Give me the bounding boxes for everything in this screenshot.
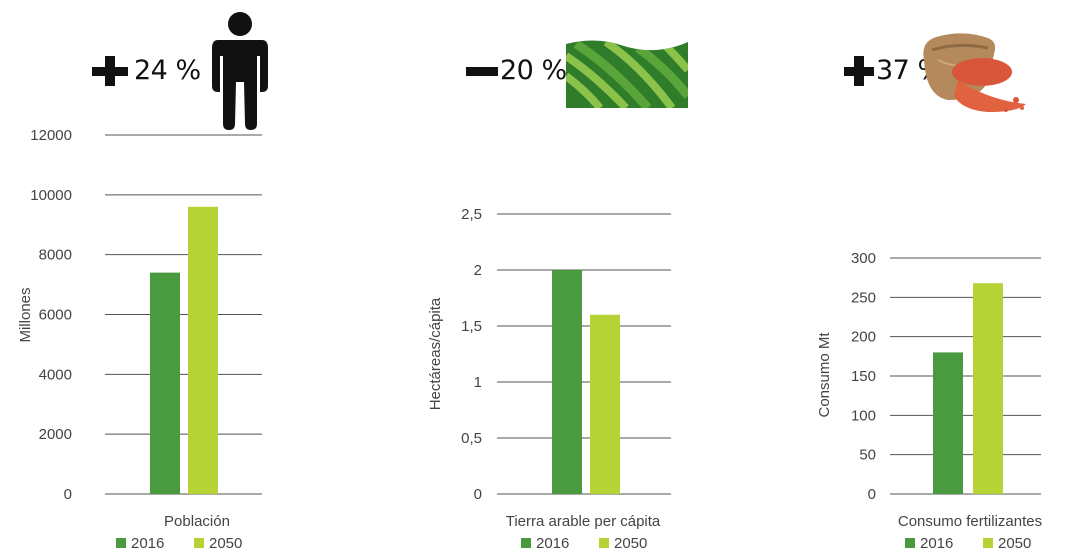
y-tick-label: 100 xyxy=(851,407,876,424)
legend-label-2016: 2016 xyxy=(536,535,569,552)
legend-swatch-2050 xyxy=(983,538,993,548)
legend-swatch-2016 xyxy=(521,538,531,548)
bar-2016 xyxy=(150,272,180,494)
legend-swatch-2016 xyxy=(116,538,126,548)
y-tick-label: 2,5 xyxy=(461,206,482,223)
y-tick-label: 50 xyxy=(859,447,876,464)
y-tick-label: 0 xyxy=(64,486,72,503)
legend-swatch-2050 xyxy=(599,538,609,548)
plus-icon xyxy=(844,55,874,86)
bar-2050 xyxy=(188,206,218,495)
y-tick-label: 300 xyxy=(851,250,876,267)
field-icon xyxy=(566,40,688,108)
bar-2016 xyxy=(552,270,582,494)
y-tick-label: 8000 xyxy=(39,247,72,264)
y-tick-label: 1 xyxy=(474,374,482,391)
x-axis-label: Tierra arable per cápita xyxy=(506,513,661,530)
legend-swatch-2016 xyxy=(905,538,915,548)
fertilizer-sack-icon xyxy=(923,33,1026,112)
y-tick-label: 2 xyxy=(474,262,482,279)
plus-icon xyxy=(92,55,128,86)
land-change: 20 % xyxy=(500,55,567,86)
y-tick-label: 0 xyxy=(868,486,876,503)
person-icon xyxy=(212,12,268,130)
y-axis-label: Hectáreas/cápita xyxy=(427,297,444,410)
legend-label-2016: 2016 xyxy=(920,535,953,552)
legend-label-2050: 2050 xyxy=(614,535,647,552)
bar-2016 xyxy=(933,352,963,494)
y-tick-label: 6000 xyxy=(39,307,72,324)
bar-2050 xyxy=(973,283,1003,494)
y-tick-label: 1,5 xyxy=(461,318,482,335)
y-tick-label: 2000 xyxy=(39,426,72,443)
y-tick-label: 200 xyxy=(851,329,876,346)
y-tick-label: 150 xyxy=(851,368,876,385)
header-land: 20 % xyxy=(466,55,567,86)
x-axis-label: Consumo fertilizantes xyxy=(898,513,1042,530)
y-tick-label: 12000 xyxy=(30,127,72,144)
legend-label-2016: 2016 xyxy=(131,535,164,552)
header-population: 24 % xyxy=(92,55,201,86)
legend-label-2050: 2050 xyxy=(209,535,242,552)
legend-label-2050: 2050 xyxy=(998,535,1031,552)
y-tick-label: 250 xyxy=(851,289,876,306)
legend-swatch-2050 xyxy=(194,538,204,548)
y-axis-label: Millones xyxy=(17,287,34,342)
y-tick-label: 4000 xyxy=(39,366,72,383)
y-tick-label: 0 xyxy=(474,486,482,503)
y-axis-label: Consumo Mt xyxy=(816,332,833,418)
bar-2050 xyxy=(590,314,620,494)
minus-icon xyxy=(466,66,498,76)
x-axis-label: Población xyxy=(164,513,230,530)
y-tick-label: 0,5 xyxy=(461,430,482,447)
population-change: 24 % xyxy=(134,55,201,86)
y-tick-label: 10000 xyxy=(30,187,72,204)
